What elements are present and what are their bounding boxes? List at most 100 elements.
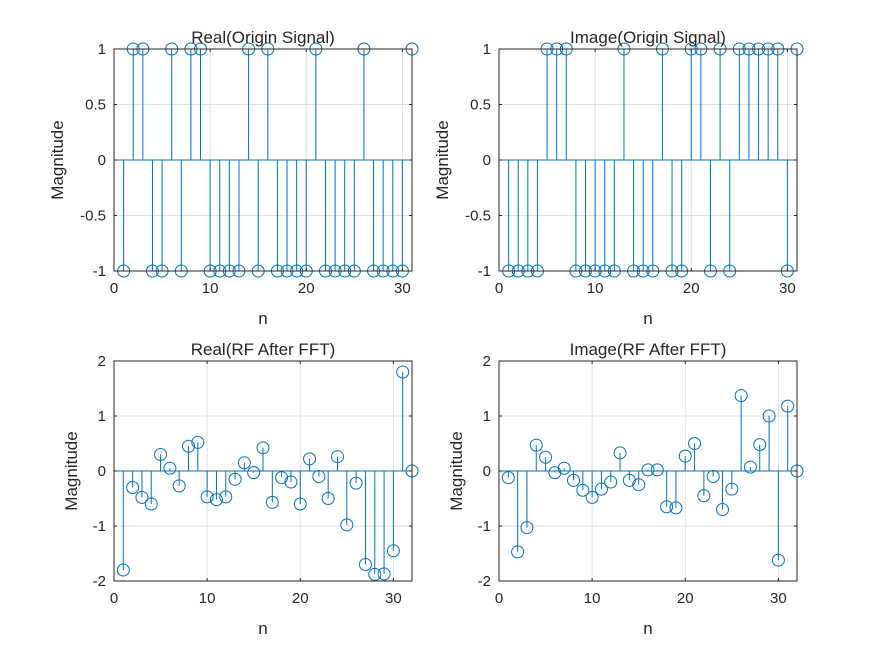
x-tick-label: 30 [779,280,796,297]
x-axis-label: n [643,619,652,638]
y-tick-label: -2 [93,573,106,590]
stem-marker [219,490,233,504]
y-tick-label: -0.5 [80,208,106,225]
x-tick-label: 30 [770,590,787,607]
y-axis-label: Magnitude [447,431,466,510]
x-tick-label: 0 [110,280,118,297]
stem-marker [172,479,186,493]
stem-marker [557,461,571,475]
x-axis-label: n [258,619,267,638]
y-tick-label: -0.5 [465,208,491,225]
stem-marker [331,450,344,464]
subplot-4: 0 10 20 30 -2 -1 0 1 2 Image(RF After FFT) n Magnit… [447,340,804,638]
stem-marker [256,441,270,455]
stem-marker [650,463,664,477]
x-tick-label: 10 [587,280,604,297]
stem-marker [340,518,354,532]
stem-marker [660,500,674,514]
stem-marker [321,492,335,505]
chart-title: Image(RF After FFT) [570,340,727,359]
y-tick-label: 0 [98,152,106,169]
stem-marker [604,475,618,489]
stem-marker [386,544,400,558]
stem-marker [358,558,372,571]
stem-marker [632,478,646,492]
x-tick-label: 10 [202,280,219,297]
y-axis-label: Magnitude [48,120,67,199]
y-tick-label: -1 [93,518,106,535]
y-tick-label: -1 [93,263,106,280]
stem-marker [191,435,205,449]
x-tick-label: 10 [584,590,601,607]
subplot-3: 0 10 20 30 -2 -1 0 1 2 Real(RF After FFT) n Magnitu… [62,340,419,638]
x-tick-label: 20 [683,280,700,297]
y-tick-label: -2 [478,573,491,590]
subplot-1: 0 10 20 30 -1 -0.5 0 0.5 1 Real(Origin Signal) n Ma… [48,28,419,328]
y-tick-label: 2 [98,353,106,370]
x-axis-label: n [643,309,652,328]
stem-marker [312,470,326,483]
stem-marker [567,473,580,487]
stem-marker [293,497,307,511]
stem-marker [669,501,683,515]
y-axis-label: Magnitude [62,431,81,510]
stem-marker [743,460,757,474]
x-tick-label: 0 [495,590,503,607]
stem-marker [511,545,525,559]
stem-marker [706,470,720,483]
stem-marker [396,365,410,379]
y-tick-label: 1 [483,41,491,58]
y-tick-label: -1 [478,518,491,535]
stem-marker [209,493,223,507]
stem-marker [116,563,130,577]
y-tick-label: 0.5 [85,97,106,114]
y-tick-label: 0 [483,463,491,480]
y-tick-label: 2 [483,353,491,370]
y-tick-label: 0 [98,463,106,480]
y-tick-label: 1 [98,408,106,425]
y-tick-label: -1 [478,263,491,280]
stem-marker [753,438,767,452]
stem-marker [520,521,534,535]
stem-marker [501,471,515,485]
stem-marker [237,456,251,470]
x-axis-label: n [258,309,267,328]
x-tick-label: 0 [110,590,118,607]
stem-marker [349,476,363,490]
subplot-2: 0 10 20 30 -1 -0.5 0 0.5 1 Image(Origin Signal) n M… [433,28,804,328]
stem-marker [247,466,261,480]
chart-title: Real(Origin Signal) [191,28,335,47]
stem-marker [539,450,553,464]
stem-marker [725,482,739,496]
stem-marker [154,448,168,461]
x-tick-label: 20 [298,280,315,297]
stem-marker [734,389,748,403]
stem-marker [771,553,785,567]
x-tick-label: 30 [385,590,402,607]
stem-marker [697,489,711,503]
y-tick-label: 0 [483,152,491,169]
stem-marker [163,461,177,475]
chart-title: Image(Origin Signal) [570,28,726,47]
x-tick-label: 20 [292,590,309,607]
stem-marker [368,567,382,581]
stem-marker [585,490,599,504]
stem-marker [594,482,608,496]
stem-marker [781,399,795,413]
x-tick-label: 10 [199,590,216,607]
stem-marker [182,439,195,453]
x-tick-label: 0 [495,280,503,297]
chart-title: Real(RF After FFT) [191,340,336,359]
stem-marker [529,438,543,452]
stem-marker [678,449,692,463]
x-tick-label: 30 [394,280,411,297]
stem-marker [228,472,242,486]
stem-marker [576,483,590,497]
stem-marker [126,481,140,494]
stem-marker [716,503,729,516]
stem-marker [377,567,391,581]
stem-marker [613,446,627,460]
stem-marker [688,437,702,450]
y-tick-label: 1 [98,41,106,58]
